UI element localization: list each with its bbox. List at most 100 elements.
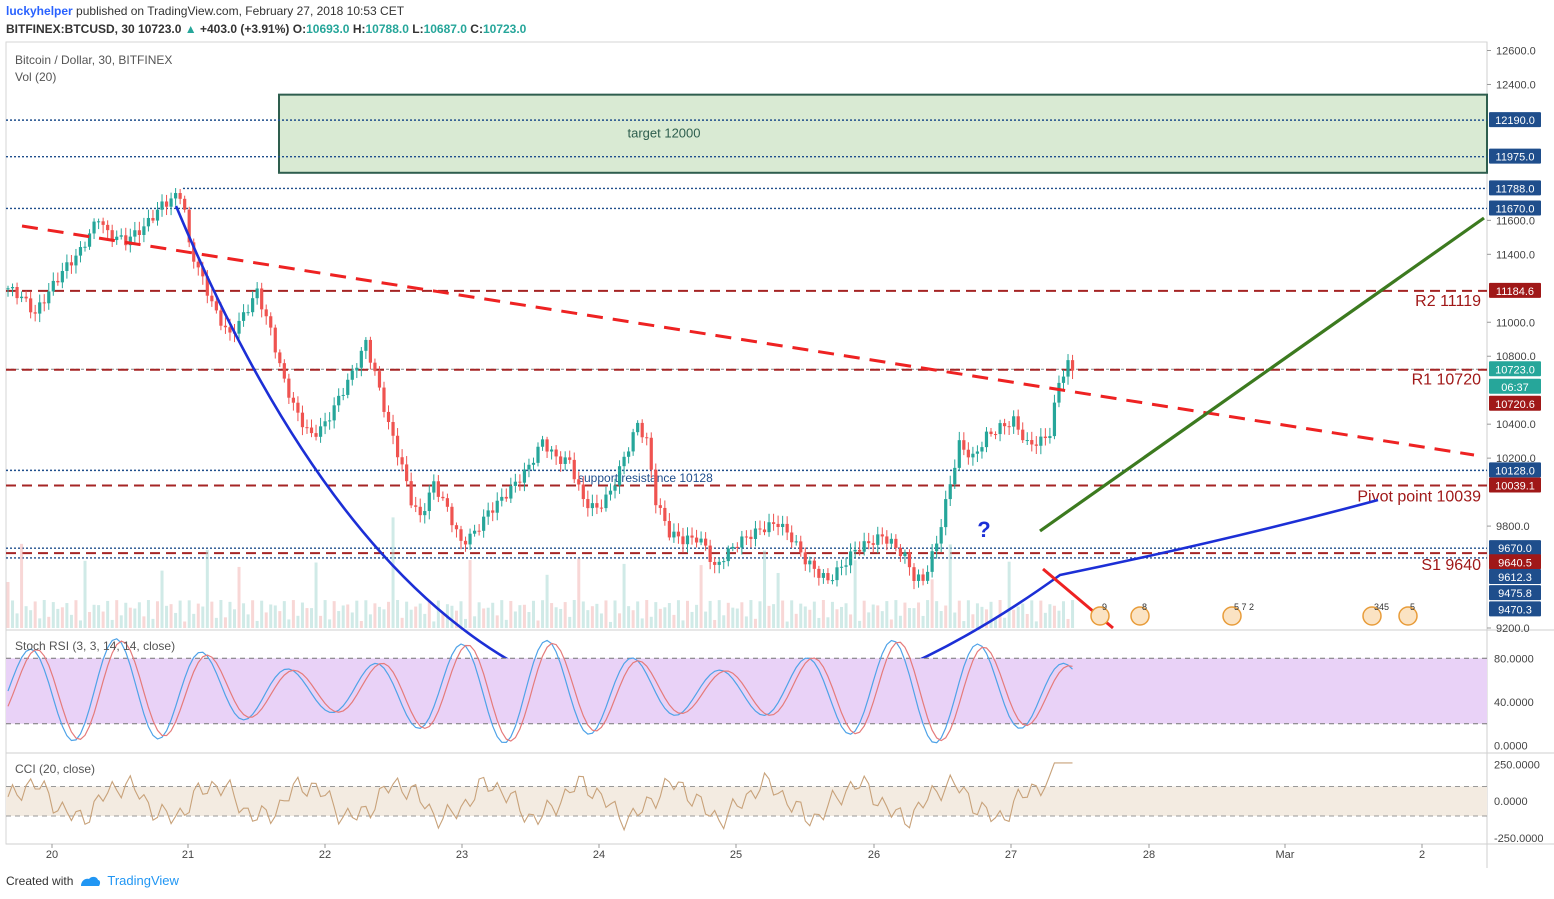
- volume-bar: [88, 611, 92, 628]
- price-tick-label: 11400.0: [1496, 249, 1535, 261]
- candle-body: [726, 548, 730, 562]
- candle-body: [522, 469, 527, 483]
- volume-bar: [880, 611, 884, 628]
- volume-bar: [957, 600, 961, 628]
- candle-body: [595, 503, 599, 508]
- volume-bar: [405, 601, 409, 628]
- candle-body: [636, 422, 640, 433]
- volume-bar: [223, 617, 227, 628]
- volume-bar: [1003, 617, 1007, 628]
- volume-bar: [554, 607, 558, 628]
- candle-body: [146, 217, 151, 227]
- volume-bar: [251, 600, 255, 628]
- candle-body: [821, 573, 825, 578]
- cci-tick-label: -250.0000: [1494, 833, 1544, 845]
- candle-body: [128, 236, 132, 246]
- chart-header: luckyhelper published on TradingView.com…: [0, 0, 1554, 42]
- price-label: 11975.0: [1496, 152, 1535, 164]
- volume-bar: [645, 600, 649, 628]
- candle-body: [273, 327, 277, 353]
- candle-body: [713, 561, 717, 565]
- candle-body: [51, 280, 55, 292]
- candle-body: [106, 224, 110, 231]
- volume-bar: [808, 609, 812, 628]
- volume-bar: [699, 565, 703, 628]
- volume-bar: [468, 560, 472, 628]
- candle-body: [894, 538, 898, 548]
- volume-bar: [581, 601, 585, 628]
- volume-bar: [486, 607, 490, 628]
- candle-body: [160, 201, 164, 210]
- volume-bar: [568, 616, 572, 628]
- candle-body: [617, 466, 622, 486]
- volume-bar: [518, 605, 522, 628]
- volume-bar: [1025, 613, 1029, 628]
- cci-band: [6, 786, 1487, 816]
- candle-body: [862, 541, 866, 552]
- candle-body: [255, 288, 259, 299]
- candle-body: [409, 481, 413, 506]
- candle-body: [871, 543, 875, 545]
- volume-bar: [500, 600, 504, 628]
- candle-body: [885, 536, 889, 544]
- volume-bar: [427, 600, 431, 628]
- candle-body: [228, 327, 232, 333]
- volume-bar: [97, 605, 101, 628]
- volume-bar: [137, 602, 141, 628]
- candle-body: [577, 479, 581, 485]
- candle-body: [205, 276, 209, 296]
- volume-bar: [713, 619, 717, 628]
- volume-bar: [146, 600, 150, 628]
- candle-body: [246, 312, 250, 314]
- event-badge: 8: [1130, 602, 1150, 626]
- volume-bar: [110, 619, 114, 628]
- volume-bar: [382, 609, 386, 628]
- flag-icon: [1090, 606, 1110, 626]
- candle-body: [214, 301, 218, 311]
- symbol-label[interactable]: BITFINEX:BTCUSD, 30: [6, 22, 135, 36]
- volume-bar: [6, 582, 10, 628]
- support-label: support/resistance 10128: [578, 471, 713, 485]
- cci-pane-title: CCI (20, close): [15, 762, 95, 776]
- volume-bar: [60, 607, 64, 628]
- volume-bar: [984, 609, 988, 628]
- candle-body: [441, 496, 445, 499]
- event-badge: 5 7 2: [1222, 602, 1254, 626]
- candle-body: [414, 505, 418, 507]
- volume-bar: [473, 616, 477, 628]
- volume-bar: [826, 617, 830, 628]
- tradingview-brand[interactable]: TradingView: [107, 873, 179, 888]
- candle-body: [835, 567, 839, 581]
- volume-bar: [155, 601, 159, 628]
- volume-bar: [926, 600, 930, 628]
- cci-tick-label: 250.0000: [1494, 759, 1540, 771]
- event-badge-count: 5: [1410, 602, 1415, 612]
- target-zone-label: target 12000: [627, 126, 700, 141]
- low-label: L:: [412, 22, 424, 36]
- footer: Created with TradingView: [6, 873, 179, 888]
- price-tick-label: 12600.0: [1496, 45, 1536, 57]
- volume-bar: [459, 601, 463, 628]
- candle-body: [785, 523, 789, 533]
- volume-bar: [282, 601, 286, 628]
- volume-bar: [314, 562, 318, 628]
- candle-body: [405, 464, 409, 482]
- volume-bar: [550, 603, 554, 628]
- candle-body: [812, 560, 816, 569]
- volume-bar: [332, 601, 336, 628]
- stoch-tick-label: 0.0000: [1494, 741, 1528, 753]
- volume-bar: [722, 615, 726, 628]
- candle-body: [975, 451, 980, 454]
- volume-bar: [11, 600, 15, 628]
- author-name[interactable]: luckyhelper: [6, 4, 73, 18]
- candle-body: [223, 325, 228, 328]
- volume-bar: [939, 611, 943, 628]
- candle-body: [60, 270, 64, 283]
- volume-bar: [65, 603, 69, 628]
- candle-body: [1070, 360, 1075, 371]
- candle-body: [151, 217, 155, 221]
- candle-body: [803, 552, 807, 565]
- candle-body: [1034, 444, 1038, 446]
- candle-body: [269, 316, 273, 328]
